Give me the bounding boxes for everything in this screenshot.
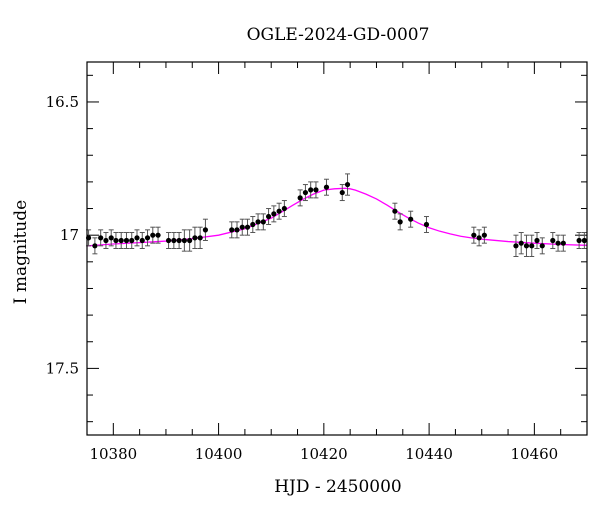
data-point	[250, 221, 256, 228]
data-point	[534, 237, 540, 244]
data-point	[555, 240, 561, 246]
data-point	[202, 227, 209, 233]
data-point	[392, 208, 398, 214]
x-tick-label: 10420	[300, 445, 348, 463]
data-point	[234, 227, 240, 233]
x-tick-label: 10460	[511, 445, 559, 463]
observations-layer	[85, 173, 587, 257]
data-point	[560, 240, 566, 246]
data-point	[408, 216, 414, 222]
x-tick-label: 10400	[195, 445, 243, 463]
x-tick-label: 10440	[405, 445, 453, 463]
data-point	[244, 224, 251, 230]
data-point	[103, 237, 109, 244]
data-point	[92, 243, 98, 249]
data-point	[281, 205, 287, 212]
data-point	[171, 237, 177, 244]
data-point	[523, 243, 530, 249]
y-tick-label: 17.5	[46, 359, 79, 377]
axis-ticks: 10380 10400 10420 10440 10460 16.5 17 17.5	[46, 62, 588, 463]
data-point	[476, 235, 482, 241]
data-point	[176, 237, 182, 244]
chart-title: OGLE-2024-GD-0007	[247, 25, 430, 45]
model-curve-layer	[86, 187, 588, 247]
data-point	[344, 181, 351, 188]
data-point	[123, 237, 130, 244]
y-axis-label: I magnitude	[11, 200, 31, 304]
data-point	[134, 235, 140, 241]
data-point	[181, 237, 187, 244]
data-point	[98, 235, 104, 241]
data-point	[139, 237, 145, 244]
data-point	[302, 189, 309, 196]
data-point	[187, 237, 193, 244]
data-point	[239, 224, 245, 230]
plot-frame	[86, 61, 588, 436]
y-tick-label: 17	[60, 226, 79, 244]
x-axis-label: HJD - 2450000	[274, 477, 402, 497]
data-point	[155, 232, 161, 238]
x-tick-label: 10380	[89, 445, 137, 463]
data-point	[165, 237, 172, 244]
data-point	[471, 232, 477, 238]
data-point	[481, 232, 487, 238]
data-point	[229, 227, 235, 233]
data-point	[129, 237, 135, 244]
data-point	[197, 235, 203, 241]
data-point	[255, 219, 261, 225]
data-point	[118, 237, 124, 244]
data-point	[308, 187, 314, 193]
data-point	[260, 219, 266, 225]
data-point	[271, 211, 277, 217]
data-point	[529, 243, 535, 249]
model-curve	[86, 187, 588, 247]
data-point	[297, 195, 303, 201]
data-point	[576, 237, 582, 244]
data-point	[423, 221, 430, 228]
data-point	[397, 219, 403, 225]
data-point	[539, 243, 545, 249]
data-point	[513, 243, 519, 249]
data-point	[550, 237, 556, 244]
data-point	[323, 184, 330, 190]
data-point	[581, 237, 587, 244]
data-point	[265, 213, 272, 220]
data-point	[518, 240, 524, 246]
data-point	[313, 187, 319, 193]
data-point	[144, 235, 151, 241]
data-point	[339, 189, 345, 196]
y-tick-label: 16.5	[46, 93, 79, 111]
data-point	[108, 235, 114, 241]
data-point	[113, 237, 119, 244]
data-point	[192, 235, 198, 241]
data-point	[150, 232, 156, 238]
data-point	[276, 208, 282, 214]
